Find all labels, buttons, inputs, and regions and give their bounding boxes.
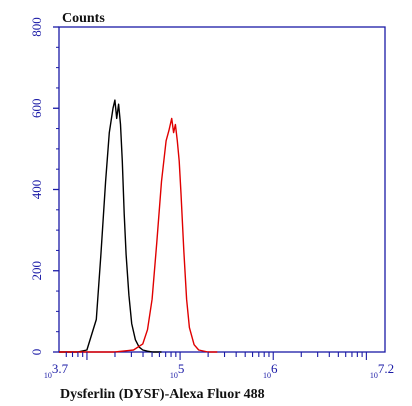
- y-tick-label: 800: [29, 17, 44, 37]
- x-tick-base: 10: [263, 371, 271, 380]
- x-tick-base: 10: [170, 371, 178, 380]
- x-tick-label: 106: [263, 361, 278, 380]
- x-tick-exponent: 5: [178, 361, 185, 376]
- x-axis: 103.7 105 106 107.2: [44, 352, 394, 380]
- x-tick-label: 107.2: [370, 361, 394, 380]
- y-tick-label: 0: [29, 349, 44, 356]
- series-layer: [59, 99, 218, 353]
- x-tick-label: 105: [170, 361, 185, 380]
- x-tick-base: 10: [44, 371, 52, 380]
- x-tick-exponent: 6: [271, 361, 278, 376]
- y-axis-title: Counts: [62, 11, 105, 26]
- plot-frame: [58, 26, 386, 353]
- histogram-series-1: [59, 99, 162, 353]
- y-tick-label: 400: [29, 180, 44, 200]
- histogram-series-2: [59, 117, 218, 353]
- x-tick-exponent: 3.7: [52, 361, 69, 376]
- y-tick-label: 600: [29, 99, 44, 119]
- plot-area: [58, 26, 386, 353]
- y-axis: 0 200 400 600 800: [29, 17, 59, 355]
- x-tick-exponent: 7.2: [378, 361, 394, 376]
- x-tick-label: 103.7: [44, 361, 69, 380]
- y-tick-label: 200: [29, 261, 44, 281]
- x-tick-base: 10: [370, 371, 378, 380]
- x-axis-title: Dysferlin (DYSF)-Alexa Fluor 488: [60, 387, 265, 402]
